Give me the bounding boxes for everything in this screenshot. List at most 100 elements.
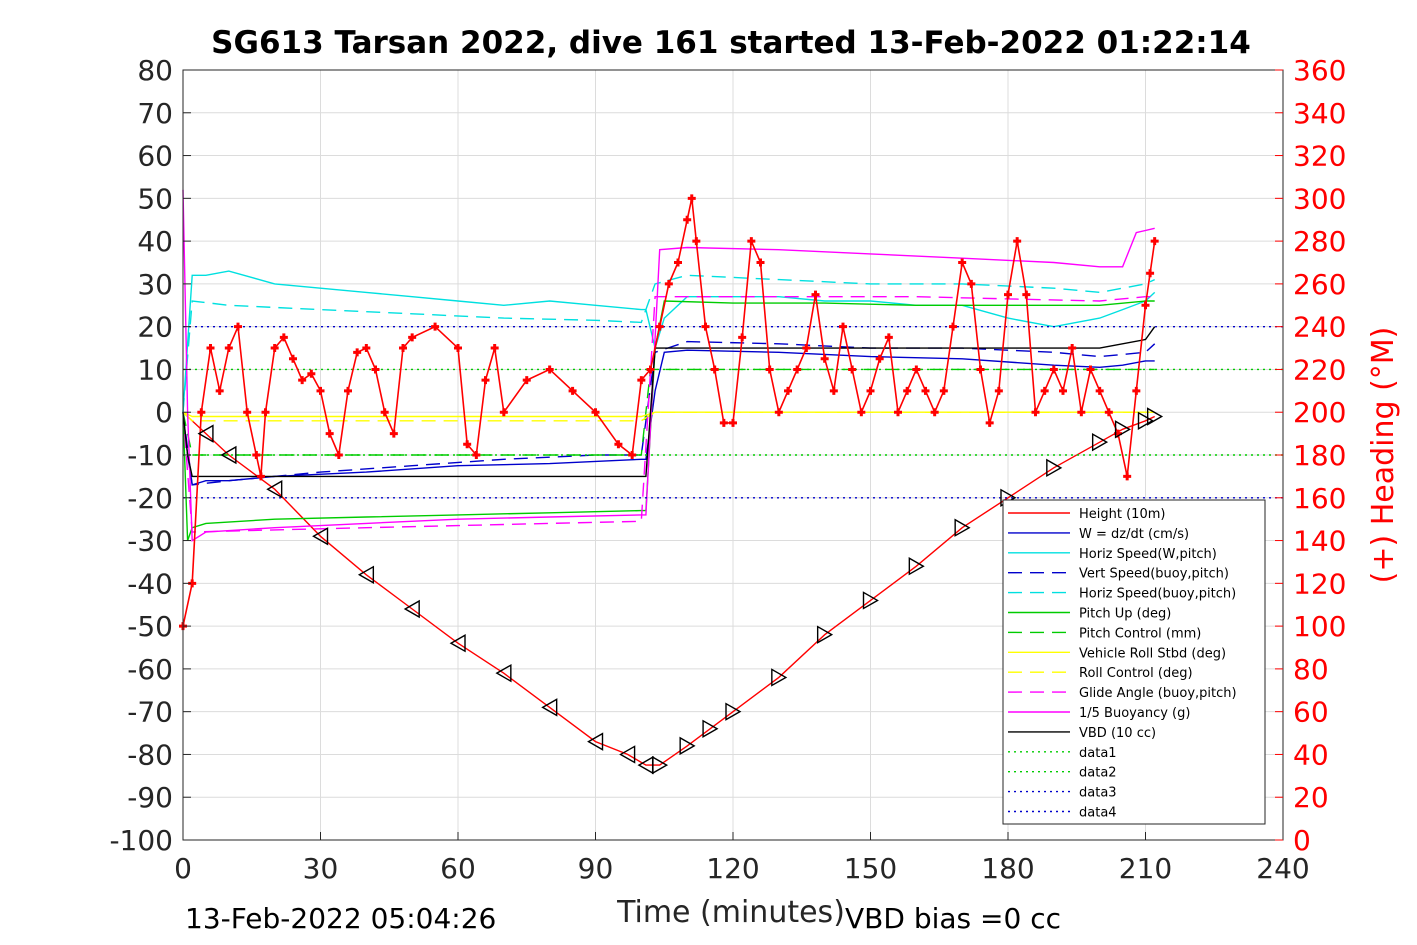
legend-entry: Roll Control (deg) — [1079, 666, 1193, 681]
height-marker — [771, 668, 788, 687]
heading-point — [1146, 269, 1155, 278]
x-tick-label: 0 — [174, 852, 192, 885]
legend: Height (10m) W = dz/dt (cm/s) Horiz Speed(… — [1002, 499, 1266, 825]
heading-point — [1104, 408, 1113, 417]
heading-point — [481, 376, 490, 385]
heading-point — [472, 451, 481, 459]
y2-tick-label: 320 — [1293, 140, 1346, 173]
heading-point — [325, 429, 334, 438]
heading-point — [994, 386, 1003, 395]
heading-point — [224, 344, 233, 353]
heading-point — [683, 215, 692, 224]
heading-point — [362, 344, 371, 353]
height-marker — [357, 565, 375, 584]
y2-tick-label: 40 — [1293, 738, 1329, 771]
heading-point — [1095, 386, 1104, 395]
y-tick-label: 10 — [137, 353, 173, 386]
heading-point — [701, 322, 710, 331]
x-tick-label: 120 — [706, 852, 759, 885]
legend-entry: W = dz/dt (cm/s) — [1079, 527, 1189, 542]
series-line-4 — [182, 274, 1155, 413]
heading-point — [848, 365, 857, 374]
series-line-11 — [182, 326, 1156, 478]
legend-entry: data3 — [1079, 786, 1117, 801]
heading-point — [1077, 408, 1086, 417]
heading-point — [976, 365, 985, 374]
heading-point — [353, 348, 362, 357]
heading-point — [884, 333, 893, 342]
heading-point — [1086, 365, 1095, 374]
y-tick-label: -20 — [127, 482, 173, 515]
x-tick-label: 90 — [578, 852, 614, 885]
heading-point — [958, 258, 967, 267]
x-tick-label: 150 — [844, 852, 897, 885]
y2-tick-label: 200 — [1293, 396, 1346, 429]
legend-box — [1002, 499, 1266, 825]
legend-entry: data2 — [1079, 766, 1117, 781]
y-tick-label: 50 — [137, 182, 173, 215]
heading-point — [252, 451, 261, 459]
y2-tick-label: 160 — [1293, 482, 1346, 515]
series-line-9 — [182, 296, 1155, 533]
heading-point — [738, 333, 747, 342]
heading-point — [784, 386, 792, 395]
heading-point — [655, 322, 664, 331]
heading-point — [903, 386, 912, 395]
x-axis-label: Time (minutes) — [616, 895, 845, 930]
series-line-0 — [182, 411, 1155, 766]
heading-point — [664, 279, 673, 288]
heading-point — [857, 408, 866, 417]
height-marker — [495, 663, 512, 683]
y-tick-label: -100 — [109, 824, 173, 857]
heading-point — [380, 408, 389, 417]
heading-point — [279, 333, 288, 342]
heading-point — [839, 322, 847, 331]
height-marker — [908, 557, 925, 576]
heading-point — [431, 322, 440, 331]
heading-point — [334, 451, 343, 459]
height-marker — [403, 599, 420, 619]
height-markers — [197, 407, 1164, 775]
y-tick-label: 30 — [137, 268, 173, 301]
height-marker — [1091, 432, 1109, 452]
height-marker — [312, 527, 329, 546]
left-y-axis-ticks: 80 70 60 50 40 30 20 10 0 -10 -20 -30 -40 -50 -60 -70 -8… — [109, 54, 191, 857]
heading-point — [1068, 344, 1077, 353]
x-axis-ticks: 0 30 60 90 120 150 180 210 240 — [174, 832, 1310, 885]
legend-entry: Vert Speed(buoy,pitch) — [1079, 567, 1229, 582]
heading-point — [765, 365, 774, 374]
heading-point — [307, 369, 316, 378]
x-tick-label: 180 — [981, 852, 1034, 885]
heading-series — [179, 194, 1159, 631]
heading-point — [628, 451, 637, 459]
height-marker — [197, 424, 214, 443]
y-tick-label: 60 — [137, 140, 173, 173]
legend-entry: Glide Angle (buoy,pitch) — [1079, 686, 1237, 701]
x-tick-label: 210 — [1119, 852, 1172, 885]
heading-point — [545, 365, 554, 374]
height-marker — [220, 445, 237, 465]
heading-point — [747, 237, 756, 246]
legend-entry: Vehicle Roll Stbd (deg) — [1079, 646, 1226, 661]
heading-point — [371, 365, 380, 374]
heading-point — [568, 386, 577, 395]
heading-point — [646, 365, 655, 374]
heading-point — [866, 386, 875, 395]
heading-point — [930, 408, 939, 417]
height-marker — [702, 719, 719, 738]
height-marker — [587, 732, 604, 751]
legend-entry: Pitch Up (deg) — [1079, 607, 1171, 622]
y2-tick-label: 340 — [1293, 97, 1346, 130]
y-tick-label: -30 — [127, 525, 173, 558]
height-marker — [651, 755, 669, 775]
height-marker — [862, 591, 879, 610]
heading-point — [1013, 237, 1022, 246]
heading-point — [939, 386, 948, 395]
y2-tick-label: 60 — [1293, 696, 1329, 729]
heading-point — [206, 344, 215, 353]
y-tick-label: 70 — [137, 97, 173, 130]
right-y-axis-label: (+) Heading (°M) — [1366, 327, 1401, 584]
x-tick-label: 240 — [1256, 852, 1309, 885]
heading-point — [875, 354, 884, 363]
